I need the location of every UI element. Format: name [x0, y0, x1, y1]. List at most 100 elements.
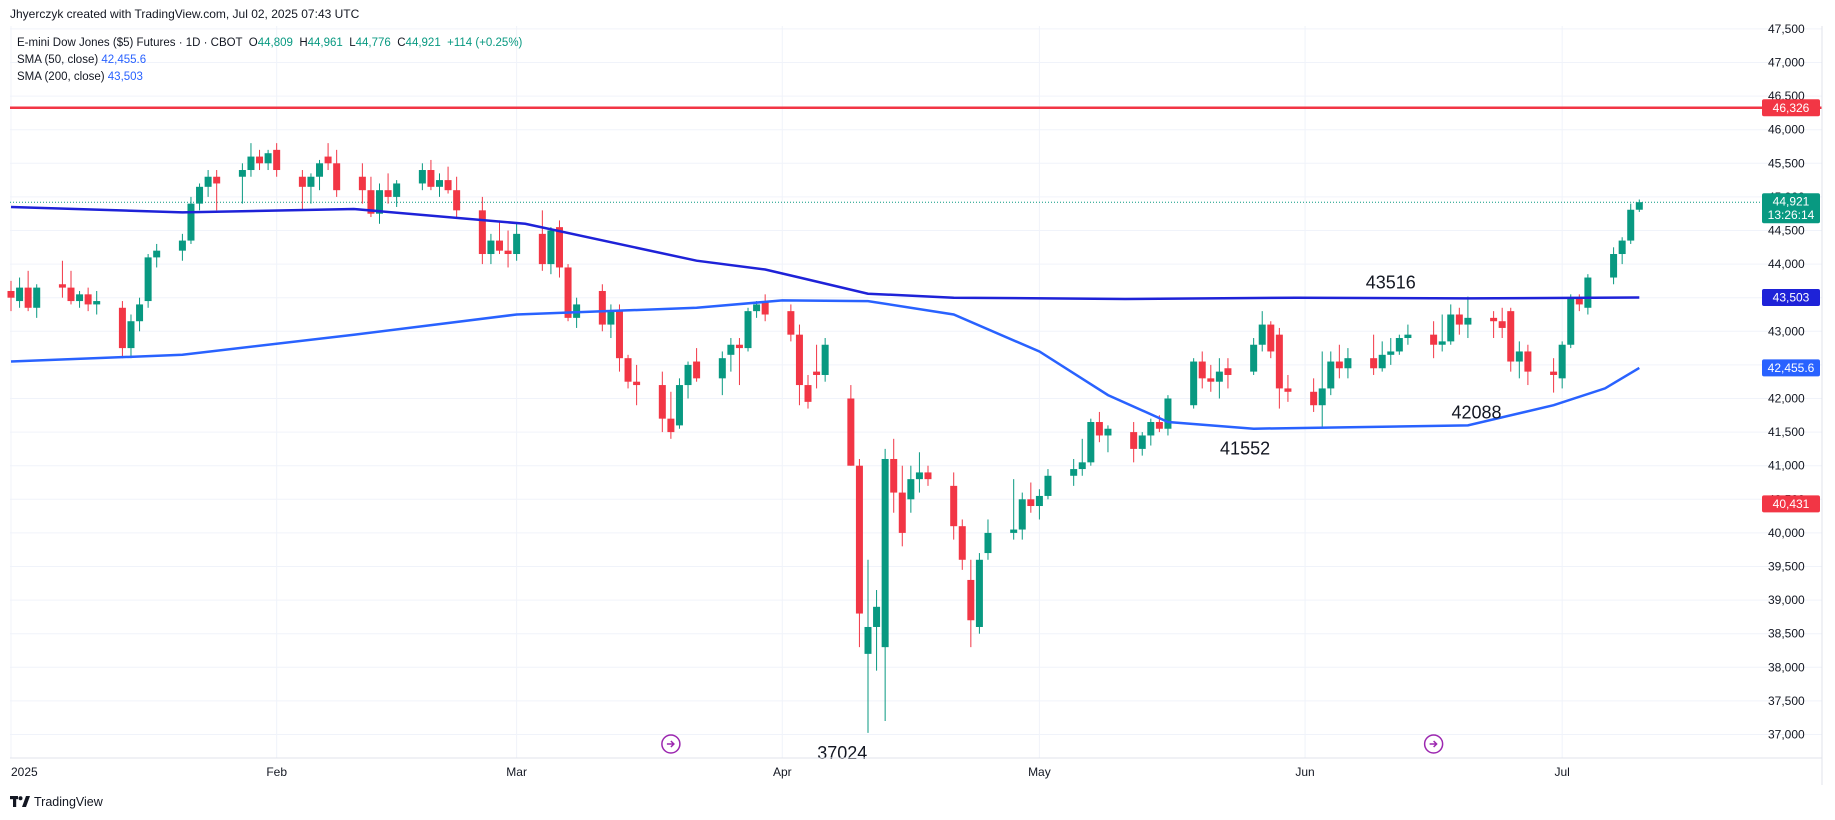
x-tick-label: Jul [1554, 765, 1569, 779]
candle-body [84, 294, 92, 305]
sma50-legend-row[interactable]: SMA (50, close) 42,455.6 [17, 52, 522, 69]
candle [1567, 294, 1575, 349]
candle [598, 284, 606, 332]
candle-body [1524, 351, 1532, 372]
candle [1627, 203, 1635, 244]
candle [787, 304, 795, 342]
candle [1190, 358, 1198, 409]
event-marker-icon[interactable] [661, 734, 681, 754]
candle [1267, 321, 1275, 359]
ohlc-open: O44,809 [248, 37, 293, 49]
candle [804, 374, 812, 409]
candle-body [76, 294, 84, 302]
candle-body [436, 180, 443, 187]
candle [890, 438, 898, 513]
candle-body [1224, 368, 1232, 375]
candle [204, 170, 212, 197]
candle [958, 519, 966, 570]
candle [1070, 458, 1078, 486]
candle-body [915, 472, 923, 480]
candle [196, 183, 204, 211]
price-axis[interactable]: 37,000 37,500 38,000 38,500 39,000 39,500 40,0… [1768, 22, 1805, 742]
x-tick-label: Mar [506, 765, 527, 779]
candle [658, 371, 666, 433]
candle [67, 270, 75, 305]
candle [307, 173, 315, 204]
candle-body [1618, 240, 1626, 255]
candle-body [958, 526, 966, 560]
candle [324, 143, 332, 171]
tradingview-brand[interactable]: TradingView [10, 795, 103, 809]
event-marker-icon[interactable] [1423, 734, 1444, 754]
candle [1104, 425, 1112, 453]
price-label-value: 44,921 [1773, 195, 1810, 209]
sma200-label: SMA (200, close) [17, 71, 105, 83]
candle [513, 223, 521, 261]
time-axis[interactable]: 2025 Feb Mar Apr May Jun Jul [11, 765, 1570, 779]
candle-body [1275, 334, 1283, 389]
candle-body [555, 227, 563, 268]
candle [1584, 274, 1592, 315]
price-annotation: 37024 [817, 743, 867, 763]
candle-body [1575, 297, 1583, 305]
candle-body [153, 250, 161, 258]
candle [950, 472, 958, 540]
sma200-value: 43,503 [107, 71, 143, 83]
candle-body [1610, 254, 1618, 278]
candle-body [16, 287, 24, 302]
candle-body [761, 301, 769, 315]
candle [427, 159, 435, 191]
candle [898, 465, 906, 547]
candle-body [256, 156, 264, 164]
candle-body [1087, 422, 1095, 463]
candle-body [247, 156, 255, 171]
event-markers[interactable] [661, 734, 1444, 754]
price-label: 43,503 [1762, 288, 1820, 306]
tradingview-brand-text: TradingView [34, 795, 103, 809]
candle-body [1035, 495, 1043, 507]
candle [1395, 334, 1403, 355]
candle [1507, 307, 1515, 372]
candle [84, 287, 92, 312]
candle-body [1464, 317, 1472, 325]
price-label: 42,455.6 [1762, 359, 1820, 377]
candle [1284, 374, 1292, 402]
sma200-legend-row[interactable]: SMA (200, close) 43,503 [17, 69, 522, 86]
candle-body [513, 233, 521, 255]
candle-body [1335, 361, 1343, 369]
symbol-row: E-mini Dow Jones ($5) Futures · 1D · CBO… [17, 35, 522, 52]
tradingview-logo-icon [10, 796, 30, 807]
candle [273, 143, 281, 177]
candle-body [7, 290, 15, 298]
candle [16, 277, 24, 308]
candle [1438, 314, 1446, 352]
y-tick-label: 47,000 [1768, 56, 1805, 70]
candle [795, 324, 803, 406]
y-tick-label: 42,000 [1768, 392, 1805, 406]
candle-body [1267, 324, 1275, 352]
sma-50-line [10, 299, 1640, 430]
candle [418, 163, 426, 191]
candle [358, 163, 366, 204]
candle [984, 519, 992, 560]
candle [7, 280, 15, 312]
candle [975, 553, 983, 634]
candle [1344, 348, 1352, 379]
candle-body [67, 287, 75, 302]
candle [436, 173, 443, 197]
candle-body [1635, 202, 1643, 210]
candle-body [127, 321, 135, 349]
candle-body [624, 358, 632, 382]
candle [1035, 489, 1043, 520]
candle [187, 196, 195, 244]
candle-body [1155, 422, 1163, 429]
candle-body [864, 626, 872, 654]
candle-body [316, 163, 324, 177]
candle-body [1395, 338, 1403, 352]
symbol-title[interactable]: E-mini Dow Jones ($5) Futures · 1D · CBO… [17, 37, 243, 49]
candle [855, 458, 863, 648]
candle [153, 243, 161, 268]
candle-body [1138, 435, 1146, 449]
candle [76, 290, 84, 308]
